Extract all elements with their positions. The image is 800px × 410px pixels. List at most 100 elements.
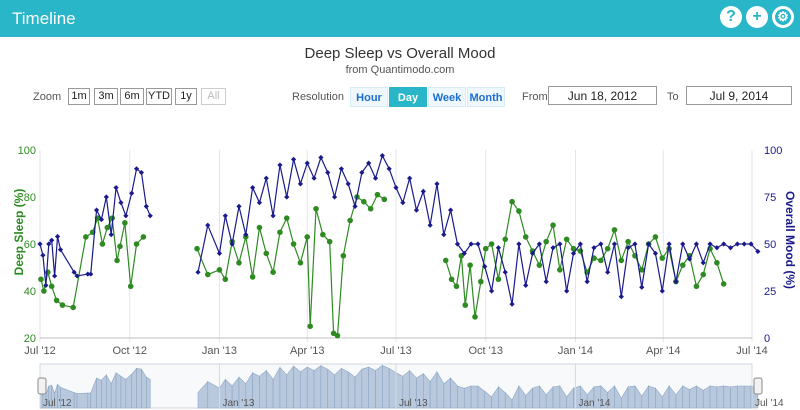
deep-sleep-point	[442, 257, 449, 264]
overall-mood-point	[475, 241, 481, 247]
overall-mood-point	[509, 301, 515, 307]
y-left-tick-label: 80	[24, 192, 36, 204]
navigator-area-segment	[463, 385, 472, 409]
zoom-ytd-button[interactable]: YTD	[146, 88, 172, 105]
deep-sleep-point	[522, 234, 529, 240]
resolution-day-button[interactable]: Day	[389, 87, 427, 107]
overall-mood-point	[632, 241, 638, 247]
help-icon[interactable]: ?	[720, 6, 742, 28]
deep-sleep-point	[381, 196, 388, 203]
zoom-1y-button[interactable]: 1y	[175, 88, 197, 105]
deep-sleep-point	[41, 288, 47, 294]
deep-sleep-point	[618, 257, 625, 264]
deep-sleep-line-segment	[329, 241, 335, 334]
overall-mood-line-segment	[620, 247, 629, 297]
overall-mood-line-segment	[545, 247, 554, 282]
app-title: Timeline	[12, 9, 76, 28]
navigator-area-segment	[334, 367, 342, 409]
to-date-input[interactable]: Jul 9, 2014	[686, 86, 792, 105]
deep-sleep-point	[611, 227, 618, 233]
overall-mood-line-segment	[532, 243, 540, 254]
deep-sleep-line-segment	[716, 262, 725, 285]
overall-mood-point	[488, 288, 495, 294]
navigator-area-segment	[259, 369, 267, 409]
deep-sleep-point	[638, 267, 645, 273]
navigator-area-segment	[327, 368, 335, 409]
resolution-week-button[interactable]: Week	[428, 87, 466, 107]
zoom-label: Zoom	[33, 91, 62, 103]
navigator-area-segment	[320, 365, 329, 409]
overall-mood-line-segment	[381, 155, 390, 170]
deep-sleep-point	[550, 222, 556, 228]
gear-icon[interactable]: ⚙	[772, 6, 794, 28]
deep-sleep-point	[361, 198, 367, 205]
deep-sleep-point	[277, 229, 283, 236]
navigator-area-segment	[709, 385, 718, 409]
overall-mood-point	[143, 203, 149, 209]
navigator-area-segment	[96, 377, 102, 409]
navigator-left-handle[interactable]	[37, 377, 47, 395]
overall-mood-point	[256, 200, 263, 206]
overall-mood-point	[236, 203, 242, 209]
overall-mood-line-segment	[484, 266, 493, 292]
deep-sleep-line-segment	[607, 229, 616, 249]
overall-mood-point	[393, 185, 399, 191]
overall-mood-point	[611, 241, 618, 247]
deep-sleep-point	[249, 274, 256, 280]
overall-mood-line-segment	[361, 162, 370, 173]
navigator-tick-label: Jan '13	[222, 398, 254, 409]
x-tick-label: Oct '13	[468, 345, 503, 357]
deep-sleep-point	[204, 271, 211, 278]
overall-mood-point	[290, 156, 297, 162]
overall-mood-line-segment	[682, 243, 691, 260]
navigator-area-segment	[375, 364, 383, 409]
navigator-tick-label: Jul '14	[755, 398, 784, 409]
overall-mood-point	[297, 181, 304, 187]
x-tick-label: Jul '13	[380, 345, 411, 357]
zoom-all-button[interactable]: All	[201, 88, 226, 105]
deep-sleep-line-segment	[72, 236, 87, 308]
overall-mood-line-segment	[661, 243, 670, 292]
overall-mood-point	[331, 194, 338, 200]
overall-mood-point	[400, 200, 406, 206]
deep-sleep-point	[59, 302, 66, 308]
zoom-3m-button[interactable]: 3m	[94, 88, 118, 105]
overall-mood-point	[434, 181, 440, 187]
overall-mood-point	[516, 241, 522, 247]
overall-mood-line-segment	[518, 243, 527, 286]
deep-sleep-line-segment	[252, 227, 261, 277]
overall-mood-line-segment	[299, 162, 308, 185]
add-icon[interactable]: +	[746, 6, 768, 28]
overall-mood-point	[205, 222, 211, 228]
overall-mood-line-segment	[54, 236, 59, 277]
overall-mood-line-segment	[56, 236, 62, 250]
navigator-area-segment	[723, 385, 731, 409]
navigator-area-segment	[115, 372, 122, 409]
overall-mood-point	[147, 213, 153, 219]
overall-mood-point	[52, 273, 58, 279]
navigator-area-segment	[682, 385, 690, 409]
zoom-1m-button[interactable]: 1m	[68, 88, 90, 105]
from-date-input[interactable]: Jun 18, 2012	[548, 86, 657, 105]
deep-sleep-point	[122, 220, 128, 226]
overall-mood-line-segment	[327, 172, 336, 198]
navigator-area-segment	[279, 366, 288, 409]
navigator-area-segment	[136, 368, 142, 409]
resolution-month-button[interactable]: Month	[467, 87, 505, 107]
x-tick-label: Jul '14	[736, 345, 767, 357]
overall-mood-line-segment	[497, 247, 506, 273]
deep-sleep-point	[347, 217, 353, 224]
deep-sleep-point	[482, 245, 489, 252]
deep-sleep-line-segment	[613, 229, 622, 261]
navigator-right-handle[interactable]	[753, 377, 763, 395]
deep-sleep-point	[563, 236, 570, 243]
deep-sleep-point	[48, 283, 55, 290]
overall-mood-line-segment	[354, 172, 363, 207]
resolution-hour-button[interactable]: Hour	[350, 87, 388, 107]
chart-subtitle: from Quantimodo.com	[345, 64, 455, 76]
overall-mood-point	[284, 194, 290, 200]
overall-mood-point	[536, 241, 542, 247]
overall-mood-point	[529, 250, 536, 256]
deep-sleep-point	[99, 241, 106, 247]
zoom-6m-button[interactable]: 6m	[120, 88, 144, 105]
